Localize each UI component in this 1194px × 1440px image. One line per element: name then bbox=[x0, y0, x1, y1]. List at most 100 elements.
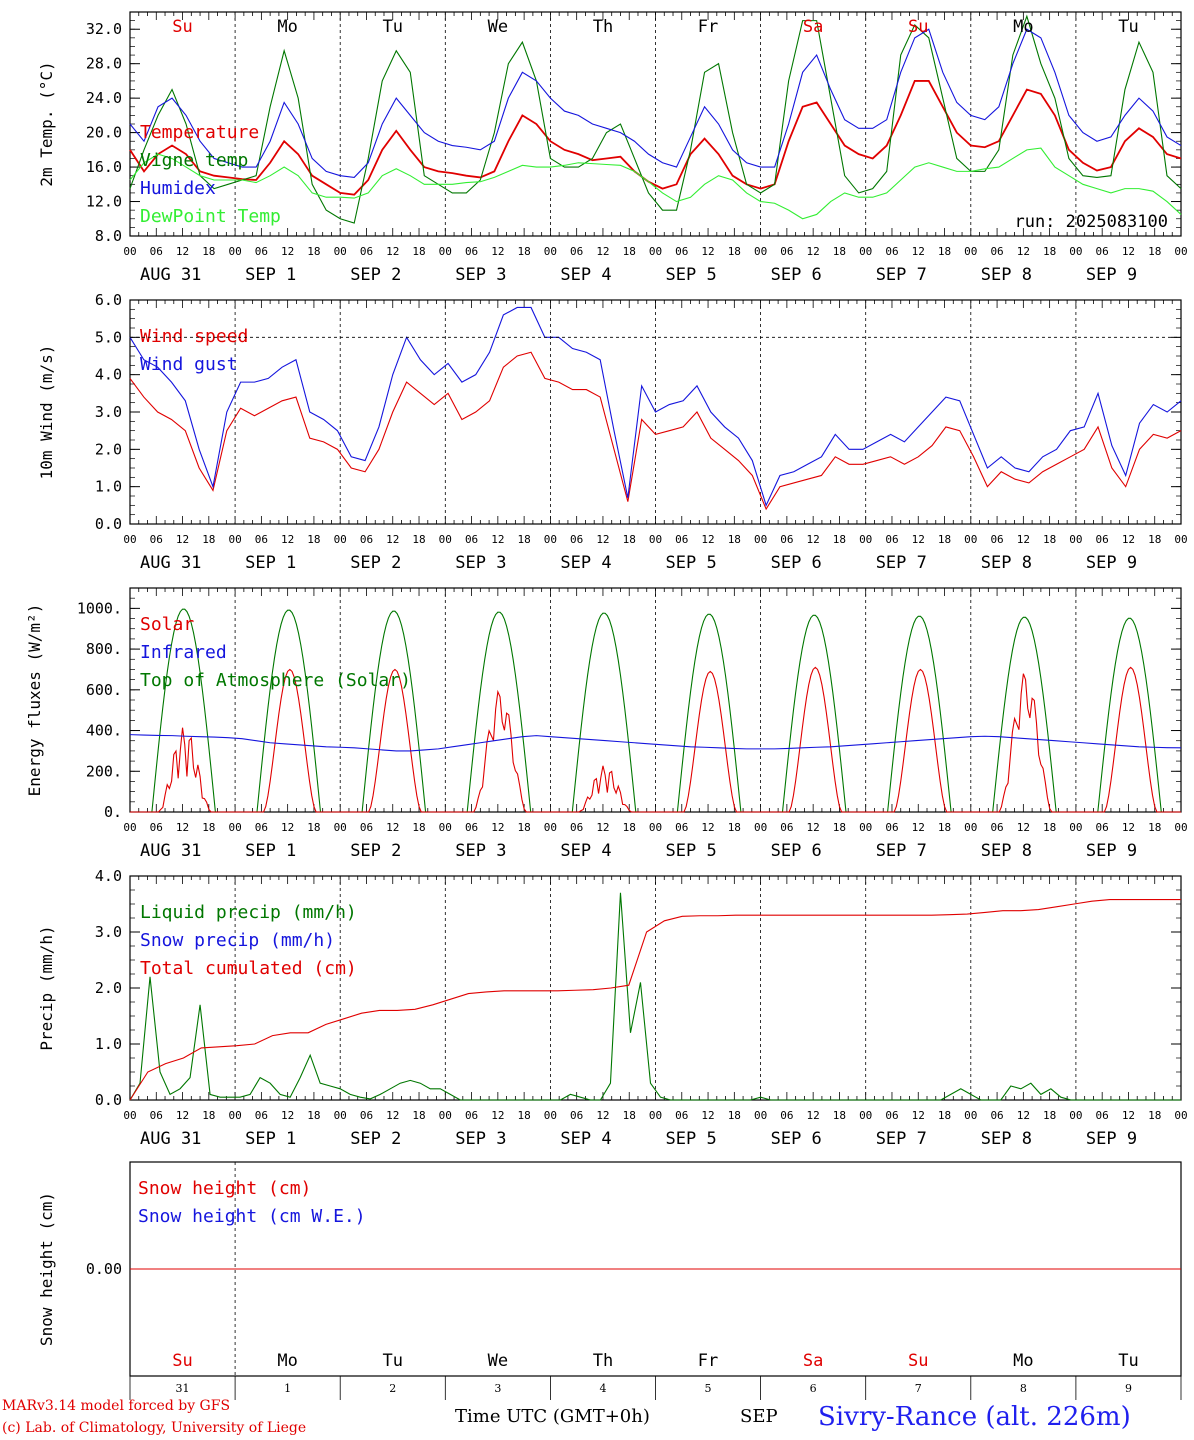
hour-tick-label: 18 bbox=[1043, 821, 1056, 834]
hour-tick-label: 12 bbox=[912, 821, 925, 834]
date-label: AUG 31 bbox=[140, 265, 201, 285]
hour-tick-label: 12 bbox=[596, 1109, 609, 1122]
date-label: SEP 6 bbox=[771, 553, 822, 573]
hour-tick-label: 18 bbox=[518, 1109, 531, 1122]
weekday-label: Fr bbox=[698, 1351, 718, 1371]
hour-tick-label: 12 bbox=[491, 533, 504, 546]
hour-tick-label: 00 bbox=[859, 245, 872, 258]
hour-tick-label: 18 bbox=[938, 533, 951, 546]
y-tick-label: 0. bbox=[104, 803, 122, 821]
hour-tick-label: 06 bbox=[780, 533, 793, 546]
hour-tick-label: 12 bbox=[281, 533, 294, 546]
hour-tick-label: 06 bbox=[780, 245, 793, 258]
date-label: AUG 31 bbox=[140, 553, 201, 573]
legend-entry: Vigne temp bbox=[140, 150, 248, 171]
date-label: SEP 7 bbox=[876, 841, 927, 861]
hour-tick-label: 06 bbox=[885, 533, 898, 546]
hour-tick-label: 00 bbox=[123, 533, 136, 546]
hour-tick-label: 12 bbox=[386, 1109, 399, 1122]
run-annotation: run: 2025083100 bbox=[1014, 212, 1168, 232]
hour-tick-label: 12 bbox=[386, 821, 399, 834]
hour-tick-label: 12 bbox=[596, 533, 609, 546]
hour-tick-label: 06 bbox=[570, 245, 583, 258]
hour-tick-label: 12 bbox=[281, 821, 294, 834]
weekday-label: We bbox=[488, 1351, 508, 1371]
hour-tick-label: 18 bbox=[1148, 1109, 1161, 1122]
hour-tick-label: 18 bbox=[623, 1109, 636, 1122]
weekday-label: Th bbox=[593, 1351, 613, 1371]
y-tick-label: 8.0 bbox=[95, 227, 122, 245]
hour-tick-label: 12 bbox=[1017, 1109, 1030, 1122]
hour-tick-label: 18 bbox=[728, 533, 741, 546]
hour-tick-label: 06 bbox=[360, 1109, 373, 1122]
date-label: SEP 9 bbox=[1086, 265, 1137, 285]
hour-tick-label: 00 bbox=[334, 821, 347, 834]
day-number-label: 8 bbox=[1020, 1382, 1027, 1395]
weekday-label: Tu bbox=[1118, 17, 1138, 37]
hour-tick-label: 12 bbox=[596, 245, 609, 258]
day-number-label: 6 bbox=[810, 1382, 817, 1395]
weekday-label: Mo bbox=[277, 17, 297, 37]
day-number-label: 31 bbox=[176, 1382, 190, 1395]
hour-tick-label: 18 bbox=[623, 245, 636, 258]
hour-tick-label: 12 bbox=[701, 533, 714, 546]
hour-tick-label: 06 bbox=[360, 533, 373, 546]
hour-tick-label: 12 bbox=[701, 245, 714, 258]
hour-tick-label: 18 bbox=[1148, 533, 1161, 546]
series-line-1 bbox=[129, 734, 1182, 752]
hour-tick-label: 06 bbox=[465, 245, 478, 258]
hour-tick-label: 00 bbox=[859, 533, 872, 546]
hour-tick-label: 06 bbox=[570, 533, 583, 546]
y-tick-label: 12.0 bbox=[86, 193, 122, 211]
hour-tick-label: 18 bbox=[307, 533, 320, 546]
hour-tick-label: 00 bbox=[123, 821, 136, 834]
hour-tick-label: 18 bbox=[202, 245, 215, 258]
hour-tick-label: 00 bbox=[544, 533, 557, 546]
hour-tick-label: 18 bbox=[412, 533, 425, 546]
y-tick-label: 3.0 bbox=[95, 403, 122, 421]
series-line-2 bbox=[129, 898, 1181, 1101]
hour-tick-label: 06 bbox=[675, 821, 688, 834]
date-label: SEP 1 bbox=[245, 1129, 296, 1149]
hour-tick-label: 06 bbox=[255, 533, 268, 546]
date-label: SEP 4 bbox=[560, 553, 611, 573]
hour-tick-label: 06 bbox=[1096, 533, 1109, 546]
y-tick-label: 5.0 bbox=[95, 328, 122, 346]
hour-tick-label: 12 bbox=[807, 1109, 820, 1122]
hour-tick-label: 06 bbox=[150, 821, 163, 834]
y-tick-label: 20.0 bbox=[86, 124, 122, 142]
y-axis-label: 2m Temp. (°C) bbox=[37, 61, 56, 186]
legend-entry: Total cumulated (cm) bbox=[140, 958, 357, 979]
hour-tick-label: 00 bbox=[964, 1109, 977, 1122]
hour-tick-label: 18 bbox=[938, 821, 951, 834]
hour-tick-label: 18 bbox=[307, 821, 320, 834]
hour-tick-label: 12 bbox=[281, 1109, 294, 1122]
hour-tick-label: 12 bbox=[176, 821, 189, 834]
date-label: SEP 3 bbox=[455, 841, 506, 861]
day-number-label: 3 bbox=[494, 1382, 501, 1395]
hour-tick-label: 18 bbox=[728, 245, 741, 258]
hour-tick-label: 00 bbox=[544, 1109, 557, 1122]
hour-tick-label: 00 bbox=[1069, 1109, 1082, 1122]
y-tick-label: 0.0 bbox=[95, 515, 122, 533]
day-number-label: 9 bbox=[1125, 1382, 1132, 1395]
weekday-label: Su bbox=[908, 1351, 928, 1371]
y-tick-label: 4.0 bbox=[95, 867, 122, 885]
date-label: SEP 9 bbox=[1086, 553, 1137, 573]
date-label: SEP 3 bbox=[455, 553, 506, 573]
date-label: SEP 1 bbox=[245, 553, 296, 573]
hour-tick-label: 18 bbox=[518, 821, 531, 834]
hour-tick-label: 00 bbox=[649, 1109, 662, 1122]
legend-entry: Snow height (cm W.E.) bbox=[138, 1206, 366, 1227]
panel-5: 31 1 2 3 4 5 6 7 8 9 Su Mo Tu We Th Fr Sa Su Mo Tu 0.00 Snow … bbox=[37, 1161, 1182, 1400]
day-number-label: 5 bbox=[705, 1382, 712, 1395]
date-label: SEP 1 bbox=[245, 265, 296, 285]
series-line-0 bbox=[129, 892, 1181, 1101]
date-label: SEP 8 bbox=[981, 553, 1032, 573]
date-label: SEP 7 bbox=[876, 553, 927, 573]
hour-tick-label: 00 bbox=[544, 245, 557, 258]
hour-tick-label: 06 bbox=[255, 821, 268, 834]
legend-entry: Top of Atmosphere (Solar) bbox=[140, 670, 411, 691]
hour-tick-label: 12 bbox=[386, 533, 399, 546]
site-label: Sivry-Rance (alt. 226m) bbox=[818, 1402, 1131, 1432]
